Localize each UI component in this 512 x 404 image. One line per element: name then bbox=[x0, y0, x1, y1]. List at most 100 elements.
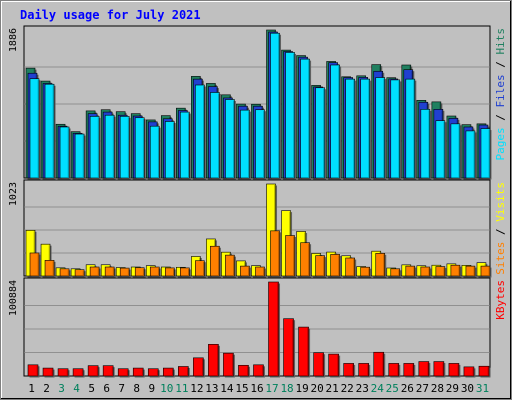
bar-sites-day-6 bbox=[104, 266, 115, 277]
panel-series-legend: KBytes bbox=[494, 280, 507, 320]
legend-part: KBytes bbox=[494, 280, 507, 320]
bar-kbytes-day-2 bbox=[42, 367, 54, 377]
bar-kbytes-day-1 bbox=[27, 364, 39, 377]
bar-sites-day-20 bbox=[315, 255, 325, 277]
panel-background bbox=[23, 179, 491, 277]
bar-kbytes-day-18 bbox=[283, 318, 294, 377]
panel-background bbox=[23, 277, 491, 377]
x-tick-day-27: 27 bbox=[416, 382, 429, 395]
legend-part: / bbox=[494, 108, 507, 128]
legend-part: Visits bbox=[494, 182, 507, 222]
x-tick-day-8: 8 bbox=[133, 382, 140, 395]
bar-sites-day-15 bbox=[240, 265, 250, 277]
bar-kbytes-day-31 bbox=[478, 365, 490, 377]
bar-pages-day-6 bbox=[104, 114, 115, 179]
bar-sites-day-22 bbox=[345, 257, 355, 277]
bar-sites-day-31 bbox=[480, 265, 491, 277]
bar-pages-day-11 bbox=[180, 111, 190, 179]
x-tick-day-22: 22 bbox=[341, 382, 354, 395]
bar-pages-day-30 bbox=[465, 130, 476, 179]
bar-kbytes-day-13 bbox=[208, 344, 219, 377]
x-tick-day-31: 31 bbox=[476, 382, 489, 395]
bar-kbytes-day-3 bbox=[57, 368, 69, 377]
bar-sites-day-19 bbox=[300, 242, 310, 277]
bar-pages-day-5 bbox=[89, 116, 100, 179]
series-kbytes bbox=[27, 281, 491, 378]
x-tick-day-24: 24 bbox=[371, 382, 385, 395]
bar-sites-day-8 bbox=[134, 267, 145, 277]
bar-pages-day-22 bbox=[345, 78, 355, 179]
bar-sites-day-2 bbox=[44, 260, 55, 277]
x-tick-day-18: 18 bbox=[280, 382, 293, 395]
bar-pages-day-29 bbox=[450, 123, 461, 179]
x-tick-day-17: 17 bbox=[265, 382, 278, 395]
bar-pages-day-3 bbox=[59, 126, 70, 179]
bar-pages-day-4 bbox=[74, 133, 85, 179]
chart-title: Daily usage for July 2021 bbox=[20, 8, 201, 22]
bar-sites-day-5 bbox=[89, 266, 100, 277]
bar-pages-day-27 bbox=[420, 109, 431, 179]
bar-sites-day-14 bbox=[225, 254, 235, 277]
bar-sites-day-24 bbox=[375, 253, 386, 277]
bar-pages-day-25 bbox=[390, 79, 401, 179]
bar-kbytes-day-19 bbox=[298, 326, 309, 377]
bar-pages-day-17 bbox=[270, 32, 280, 179]
bar-kbytes-day-27 bbox=[418, 361, 430, 377]
bar-kbytes-day-21 bbox=[328, 353, 339, 377]
bar-kbytes-day-14 bbox=[223, 352, 234, 377]
bar-sites-day-11 bbox=[180, 267, 190, 277]
bar-kbytes-day-9 bbox=[147, 368, 159, 377]
bar-pages-day-1 bbox=[29, 78, 40, 179]
x-tick-day-2: 2 bbox=[43, 382, 50, 395]
x-tick-day-11: 11 bbox=[175, 382, 188, 395]
x-tick-day-30: 30 bbox=[461, 382, 474, 395]
x-tick-day-6: 6 bbox=[103, 382, 110, 395]
x-tick-day-21: 21 bbox=[326, 382, 339, 395]
x-tick-day-9: 9 bbox=[148, 382, 155, 395]
bar-kbytes-day-26 bbox=[403, 363, 415, 377]
x-tick-day-5: 5 bbox=[88, 382, 95, 395]
x-tick-day-3: 3 bbox=[58, 382, 65, 395]
bar-kbytes-day-29 bbox=[448, 363, 460, 377]
bar-sites-day-3 bbox=[59, 268, 70, 277]
bar-kbytes-day-11 bbox=[178, 366, 189, 377]
bar-sites-day-25 bbox=[390, 268, 401, 277]
bar-pages-day-24 bbox=[375, 77, 386, 179]
legend-part: Sites bbox=[494, 242, 507, 275]
bar-kbytes-day-6 bbox=[102, 365, 114, 377]
bar-kbytes-day-25 bbox=[388, 363, 400, 377]
x-tick-day-12: 12 bbox=[190, 382, 203, 395]
x-tick-day-25: 25 bbox=[386, 382, 399, 395]
panel-hits_files_pages: 1886 Pages / Files / Hits bbox=[8, 25, 507, 180]
bar-pages-day-20 bbox=[315, 87, 325, 179]
x-tick-day-28: 28 bbox=[431, 382, 444, 395]
bar-pages-day-13 bbox=[210, 92, 220, 179]
bar-sites-day-21 bbox=[330, 254, 340, 277]
panel-kbytes: 100884 KBytes bbox=[8, 277, 507, 378]
legend-part: Files bbox=[494, 74, 507, 107]
series-sites bbox=[29, 230, 492, 278]
x-tick-day-16: 16 bbox=[250, 382, 263, 395]
bar-pages-day-26 bbox=[405, 78, 416, 179]
bar-kbytes-day-5 bbox=[87, 365, 99, 377]
bar-kbytes-day-8 bbox=[132, 367, 144, 377]
bar-kbytes-day-4 bbox=[72, 368, 84, 377]
bar-kbytes-day-10 bbox=[162, 367, 174, 377]
bar-sites-day-27 bbox=[420, 266, 431, 277]
panel-max-label: 1023 bbox=[8, 182, 19, 206]
bar-pages-day-28 bbox=[435, 120, 446, 179]
bar-pages-day-7 bbox=[119, 116, 130, 179]
bar-sites-day-26 bbox=[405, 265, 416, 277]
legend-part: / bbox=[494, 55, 507, 75]
bar-pages-day-10 bbox=[164, 121, 175, 179]
x-tick-day-20: 20 bbox=[311, 382, 324, 395]
bar-sites-day-7 bbox=[119, 267, 130, 277]
bar-kbytes-day-7 bbox=[117, 368, 129, 377]
bar-kbytes-day-22 bbox=[343, 363, 354, 377]
x-tick-day-23: 23 bbox=[356, 382, 369, 395]
bar-kbytes-day-30 bbox=[463, 366, 475, 377]
bar-pages-day-21 bbox=[330, 64, 340, 179]
bar-pages-day-14 bbox=[225, 99, 235, 179]
bar-kbytes-day-15 bbox=[238, 364, 249, 377]
